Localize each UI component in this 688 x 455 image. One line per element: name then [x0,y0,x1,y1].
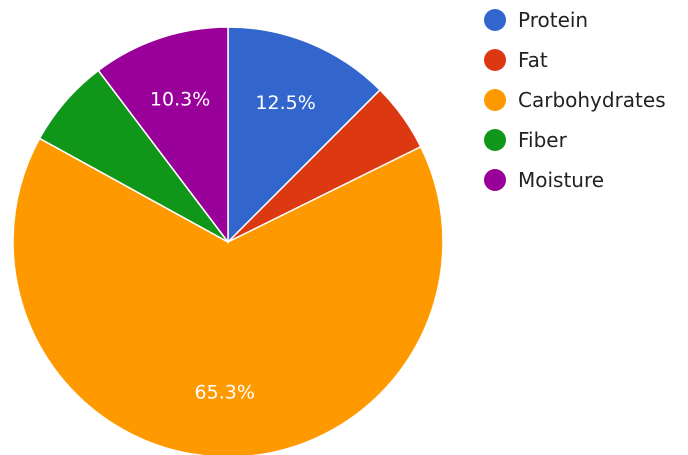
legend-marker-moisture [484,169,506,191]
pie-slice-carbohydrates [12,137,444,455]
legend-marker-fiber [484,129,506,151]
legend-item-protein: Protein [484,8,588,32]
pie-slice-protein [227,26,382,244]
pie-slice-labels: 12.5% 65.3% 10.3% [150,88,316,403]
legend-marker-protein [484,9,506,31]
legend: Protein Fat Carbohydrates Fiber Moisture [484,8,666,192]
legend-marker-fat [484,49,506,71]
legend-label-protein: Protein [518,8,588,32]
pie-slices [12,26,444,455]
legend-marker-carbohydrates [484,89,506,111]
legend-label-moisture: Moisture [518,168,604,192]
legend-label-fat: Fat [518,48,548,72]
pie-slice-moisture [97,26,229,245]
legend-item-moisture: Moisture [484,168,604,192]
legend-label-fiber: Fiber [518,128,568,152]
legend-item-carbohydrates: Carbohydrates [484,88,666,112]
legend-item-fiber: Fiber [484,128,568,152]
legend-label-carbohydrates: Carbohydrates [518,88,666,112]
legend-item-fat: Fat [484,48,548,72]
data-label-carbohydrates: 65.3% [195,382,255,404]
data-label-protein: 12.5% [255,92,315,114]
data-label-moisture: 10.3% [150,88,210,110]
